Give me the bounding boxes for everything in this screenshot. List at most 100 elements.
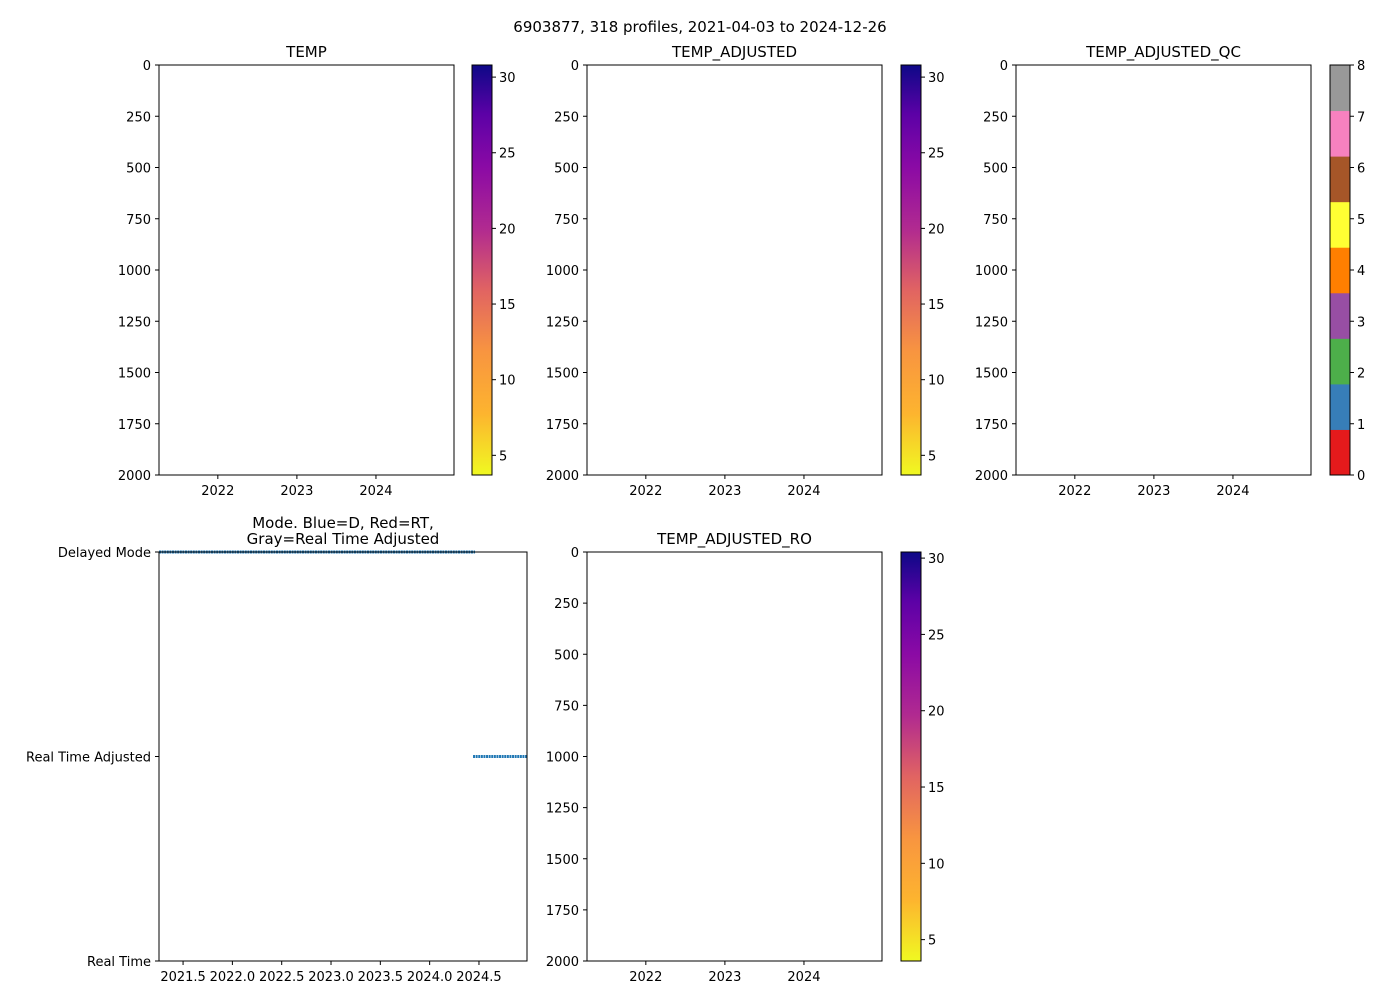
y-tick-label: 500 bbox=[126, 162, 151, 177]
y-tick-label: 1750 bbox=[546, 418, 579, 433]
y-tick-label: 0 bbox=[571, 59, 579, 74]
colorbar-tick-label: 10 bbox=[499, 374, 516, 389]
y-tick-label: 0 bbox=[143, 59, 151, 74]
x-tick-label: 2023 bbox=[708, 484, 741, 499]
colorbar-tick-label: 25 bbox=[928, 628, 945, 643]
y-tick-label: 2000 bbox=[546, 955, 579, 970]
y-tick-label: 0 bbox=[571, 546, 579, 561]
y-tick-label: 1500 bbox=[118, 367, 151, 382]
colorbar-tick-label: 5 bbox=[499, 449, 507, 464]
colorbar-tick-label: 3 bbox=[1357, 315, 1365, 330]
panel-mode-blue-d-red-rt-: Mode. Blue=D, Red=RT,Gray=Real Time Adju… bbox=[26, 514, 528, 985]
axes-frame bbox=[586, 64, 883, 476]
x-tick-label: 2023.5 bbox=[358, 970, 404, 985]
x-tick-label: 2022 bbox=[629, 484, 662, 499]
colorbar-segment bbox=[1330, 65, 1350, 112]
x-tick-label: 2023 bbox=[280, 484, 313, 499]
x-tick-label: 2023 bbox=[708, 970, 741, 985]
y-tick-label: 2000 bbox=[975, 469, 1008, 484]
colorbar-tick-label: 2 bbox=[1357, 367, 1365, 382]
x-tick-label: 2022 bbox=[201, 484, 234, 499]
axes-frame bbox=[158, 551, 528, 962]
x-tick-label: 2023.0 bbox=[308, 970, 354, 985]
colorbar-segment bbox=[1330, 247, 1350, 294]
colorbar-segment bbox=[1330, 429, 1350, 476]
colorbar-tick-label: 30 bbox=[928, 552, 945, 567]
axes-frame bbox=[1015, 64, 1312, 476]
y-tick-label: 0 bbox=[1000, 59, 1008, 74]
y-tick-label: 1500 bbox=[975, 367, 1008, 382]
axes-title: TEMP_ADJUSTED bbox=[671, 43, 797, 62]
colorbar: 5 10 15 20 25 30 bbox=[900, 64, 945, 476]
axes-title: Mode. Blue=D, Red=RT, bbox=[252, 514, 434, 532]
x-tick-label: 2022 bbox=[1058, 484, 1091, 499]
y-tick-label: 1500 bbox=[546, 367, 579, 382]
x-tick-label: 2023 bbox=[1137, 484, 1170, 499]
colorbar-gradient bbox=[901, 552, 921, 961]
y-tick-label: 2000 bbox=[546, 469, 579, 484]
y-tick-label: Delayed Mode bbox=[58, 546, 151, 561]
x-tick-label: 2024 bbox=[787, 970, 820, 985]
colorbar-segment bbox=[1330, 338, 1350, 385]
panel-temp-adjusted-ro: TEMP_ADJUSTED_RO 2022 2023 2024 0 250 500 750 10… bbox=[546, 530, 945, 985]
colorbar-tick-label: 7 bbox=[1357, 110, 1365, 125]
colorbar-segment bbox=[1330, 292, 1350, 339]
colorbar-tick-label: 30 bbox=[928, 71, 945, 86]
colorbar-frame bbox=[471, 64, 493, 476]
y-tick-label: 250 bbox=[126, 110, 151, 125]
colorbar-tick-label: 15 bbox=[499, 298, 516, 313]
y-tick-label: 2000 bbox=[118, 469, 151, 484]
colorbar-tick-label: 6 bbox=[1357, 162, 1365, 177]
y-tick-label: 750 bbox=[126, 213, 151, 228]
colorbar-tick-label: 5 bbox=[928, 934, 936, 949]
y-tick-label: 1750 bbox=[118, 418, 151, 433]
colorbar-tick-label: 10 bbox=[928, 857, 945, 872]
y-tick-label: 1750 bbox=[975, 418, 1008, 433]
x-tick-label: 2022 bbox=[629, 970, 662, 985]
colorbar-tick-label: 4 bbox=[1357, 264, 1365, 279]
x-tick-label: 2021.5 bbox=[160, 970, 206, 985]
colorbar-tick-label: 20 bbox=[928, 222, 945, 237]
colorbar: 0 1 2 3 4 5 6 7 8 bbox=[1329, 59, 1365, 484]
y-tick-label: 750 bbox=[554, 213, 579, 228]
y-tick-label: 500 bbox=[554, 162, 579, 177]
axes-frame bbox=[586, 551, 883, 962]
colorbar-tick-label: 8 bbox=[1357, 59, 1365, 74]
y-tick-label: 1000 bbox=[546, 264, 579, 279]
colorbar-tick-label: 10 bbox=[928, 374, 945, 389]
y-tick-label: Real Time Adjusted bbox=[26, 751, 151, 766]
x-tick-label: 2024.5 bbox=[456, 970, 502, 985]
colorbar-gradient bbox=[901, 65, 921, 475]
colorbar-segment bbox=[1330, 156, 1350, 203]
y-tick-label: 1250 bbox=[546, 802, 579, 817]
colorbar-segment bbox=[1330, 383, 1350, 430]
y-tick-label: 1000 bbox=[546, 751, 579, 766]
figure-title: 6903877, 318 profiles, 2021-04-03 to 202… bbox=[513, 18, 886, 36]
colorbar-frame bbox=[900, 551, 922, 962]
y-tick-label: 250 bbox=[554, 597, 579, 612]
y-tick-label: 750 bbox=[983, 213, 1008, 228]
x-tick-label: 2024 bbox=[359, 484, 392, 499]
y-tick-label: 1750 bbox=[546, 904, 579, 919]
colorbar-frame bbox=[900, 64, 922, 476]
y-tick-label: 1250 bbox=[118, 315, 151, 330]
x-tick-label: 2022.5 bbox=[259, 970, 305, 985]
colorbar-tick-label: 0 bbox=[1357, 469, 1365, 484]
y-tick-label: 1250 bbox=[546, 315, 579, 330]
x-tick-label: 2022.0 bbox=[210, 970, 256, 985]
x-tick-label: 2024 bbox=[1216, 484, 1249, 499]
colorbar-segment bbox=[1330, 201, 1350, 248]
y-tick-label: 1000 bbox=[118, 264, 151, 279]
axes-title: Gray=Real Time Adjusted bbox=[247, 530, 440, 548]
y-tick-label: Real Time bbox=[87, 955, 151, 970]
y-tick-label: 1000 bbox=[975, 264, 1008, 279]
y-tick-label: 250 bbox=[554, 110, 579, 125]
y-tick-label: 500 bbox=[554, 648, 579, 663]
y-tick-label: 1500 bbox=[546, 853, 579, 868]
colorbar-tick-label: 15 bbox=[928, 298, 945, 313]
colorbar: 5 10 15 20 25 30 bbox=[471, 64, 516, 476]
colorbar-tick-label: 1 bbox=[1357, 418, 1365, 433]
panel-temp: TEMP 2022 2023 2024 0 250 500 750 1000 1250 1500 17… bbox=[118, 43, 516, 499]
